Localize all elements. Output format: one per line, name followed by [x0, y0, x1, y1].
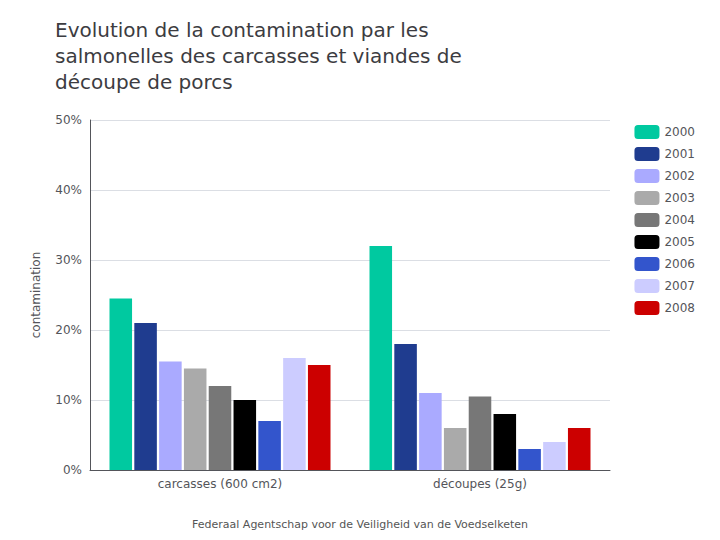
- svg-text:2008: 2008: [664, 301, 695, 315]
- svg-text:salmonelles des carcasses et v: salmonelles des carcasses et viandes de: [55, 44, 462, 68]
- svg-text:découpe de porcs: découpe de porcs: [55, 70, 233, 94]
- svg-text:2004: 2004: [664, 213, 695, 227]
- svg-text:carcasses (600 cm2): carcasses (600 cm2): [158, 477, 283, 491]
- svg-text:2006: 2006: [664, 257, 695, 271]
- svg-text:50%: 50%: [55, 113, 82, 127]
- svg-text:2007: 2007: [664, 279, 695, 293]
- svg-text:0%: 0%: [63, 463, 82, 477]
- svg-text:30%: 30%: [55, 253, 82, 267]
- svg-text:Evolution de la contamination: Evolution de la contamination par les: [55, 18, 429, 42]
- svg-text:2005: 2005: [664, 235, 695, 249]
- svg-text:découpes (25g): découpes (25g): [433, 477, 527, 491]
- svg-text:10%: 10%: [55, 393, 82, 407]
- svg-text:20%: 20%: [55, 323, 82, 337]
- svg-text:contamination: contamination: [29, 252, 43, 339]
- svg-text:2000: 2000: [664, 125, 695, 139]
- svg-text:2002: 2002: [664, 169, 695, 183]
- svg-text:2003: 2003: [664, 191, 695, 205]
- svg-text:2001: 2001: [664, 147, 695, 161]
- svg-text:40%: 40%: [55, 183, 82, 197]
- svg-text:Federaal Agentschap voor de Ve: Federaal Agentschap voor de Veiligheid v…: [192, 518, 528, 531]
